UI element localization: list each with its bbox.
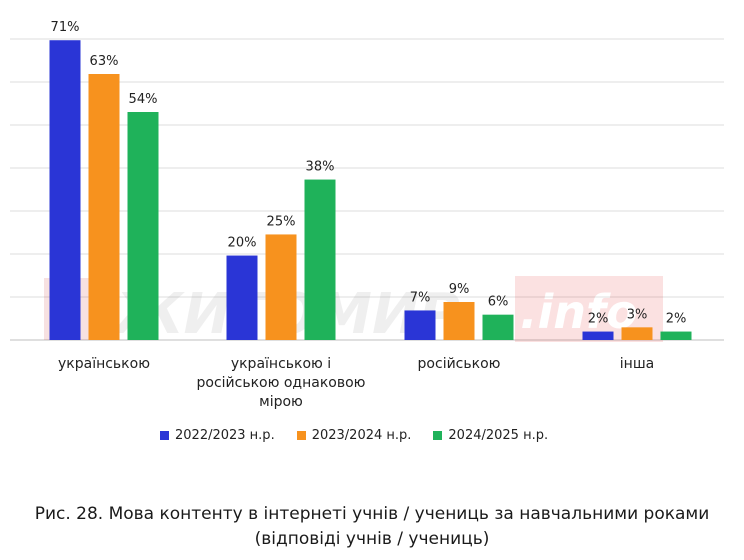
data-label: 25% <box>267 214 296 229</box>
bar <box>404 310 436 340</box>
bar <box>582 331 614 340</box>
category-label: українською і російською однаковою мірою <box>197 356 366 410</box>
data-label: 7% <box>410 290 431 305</box>
bar <box>660 331 692 340</box>
data-label: 2% <box>666 312 687 327</box>
bar <box>304 179 336 340</box>
value-labels: 71% 63% 54% 20% 25% 38% 7% 9% 6% 2% 3% 2% <box>51 20 687 326</box>
chart: ЖИТОМИР .info 71%63%54%20%25%38%7%9%6%2%… <box>10 20 724 410</box>
legend-label-2022-2023: 2022/2023 н.р. <box>175 428 275 443</box>
category-label: українською <box>58 356 150 372</box>
bar <box>482 314 514 340</box>
bar <box>226 255 258 340</box>
figure-caption-line-1: Рис. 28. Мова контенту в інтернеті учнів… <box>34 504 710 524</box>
watermark-suffix: .info <box>520 285 638 339</box>
legend-item-2023-2024: 2023/2024 н.р. <box>296 428 412 443</box>
bar <box>265 234 297 340</box>
legend: 2022/2023 н.р. 2023/2024 н.р. 2024/2025 … <box>160 428 548 443</box>
bar <box>127 112 159 340</box>
category-label: російською <box>418 356 501 372</box>
category-labels: українською українською і російською однак… <box>58 356 654 410</box>
figure-caption: Рис. 28. Мова контенту в інтернеті учнів… <box>0 502 744 552</box>
legend-label-2024-2025: 2024/2025 н.р. <box>448 428 549 443</box>
figure-caption-line-2: (відповіді учнів / учениць) <box>254 529 490 549</box>
bars <box>49 40 692 340</box>
data-label: 71% <box>51 20 80 35</box>
data-label: 63% <box>90 54 119 69</box>
data-label: 54% <box>129 92 158 107</box>
bar <box>443 302 475 340</box>
legend-label-2023-2024: 2023/2024 н.р. <box>311 428 412 443</box>
bar <box>88 74 120 340</box>
data-label: 20% <box>228 236 257 251</box>
data-label: 38% <box>306 160 335 175</box>
category-label: інша <box>620 356 654 372</box>
legend-swatch-2023-2024 <box>296 431 306 440</box>
legend-swatch-2024-2025 <box>433 431 443 440</box>
legend-item-2022-2023: 2022/2023 н.р. <box>160 428 275 443</box>
legend-swatch-2022-2023 <box>160 431 169 440</box>
data-label: 3% <box>627 307 648 322</box>
bar <box>621 327 653 340</box>
data-label: 2% <box>588 312 609 327</box>
data-label: 6% <box>488 295 509 310</box>
bar <box>49 40 81 340</box>
legend-item-2024-2025: 2024/2025 н.р. <box>433 428 548 443</box>
data-label: 9% <box>449 282 470 297</box>
